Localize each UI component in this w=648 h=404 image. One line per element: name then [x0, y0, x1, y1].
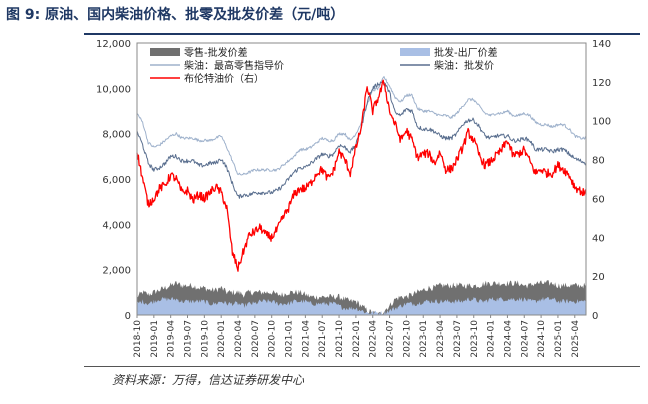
right-axis-tick-label: 140 — [592, 39, 611, 50]
legend-diesel-retail-max-price: 柴油：最高零售指导价 — [150, 59, 284, 72]
legend-diesel-wholesale-price: 柴油：批发价 — [400, 59, 494, 72]
source-divider — [84, 366, 640, 367]
right-axis-tick-label: 0 — [592, 311, 598, 322]
x-axis-tick-label: 2024-04 — [503, 320, 513, 358]
x-axis-tick-label: 2021-04 — [301, 320, 311, 358]
legend-wholesale-factory-spread: 批发-出厂价差 — [400, 46, 498, 59]
right-axis-tick-label: 80 — [592, 156, 605, 167]
right-axis-tick-label: 60 — [592, 194, 605, 205]
x-axis-tick-label: 2019-01 — [150, 320, 160, 358]
x-axis-tick-label: 2025-01 — [554, 320, 564, 358]
x-axis-tick-label: 2021-10 — [335, 320, 345, 358]
x-axis-tick-label: 2025-04 — [571, 320, 581, 358]
left-axis-tick-label: 10,000 — [96, 84, 131, 95]
x-axis-tick-label: 2019-07 — [184, 320, 194, 358]
area-wholesale-factory-spread — [137, 296, 586, 315]
figure-label: 图 9: — [6, 7, 41, 23]
x-axis-tick-label: 2021-07 — [318, 320, 328, 358]
legend-label: 柴油：最高零售指导价 — [184, 59, 284, 72]
x-axis-tick-label: 2020-01 — [217, 320, 227, 358]
right-axis-tick-label: 40 — [592, 233, 605, 244]
right-axis-tick-label: 100 — [592, 117, 611, 128]
left-axis-tick-label: 2,000 — [102, 266, 131, 277]
right-axis-tick-label: 120 — [592, 78, 611, 89]
x-axis-tick-label: 2023-07 — [453, 320, 463, 358]
legend-swatch — [150, 48, 180, 56]
x-axis-tick-label: 2024-01 — [487, 320, 497, 358]
x-axis-tick-label: 2020-07 — [251, 320, 261, 358]
x-axis-tick-label: 2019-10 — [200, 320, 210, 358]
left-axis-tick-label: 8,000 — [102, 130, 131, 141]
x-axis-tick-label: 2018-10 — [133, 320, 143, 358]
chart-axes: 0 2,000 4,000 6,000 8,000 10,000 12,000 0 20 40 60… — [96, 39, 611, 358]
legend-label: 零售-批发价差 — [184, 46, 248, 59]
x-axis-tick-label: 2024-07 — [520, 320, 530, 358]
x-axis-tick-label: 2022-04 — [369, 320, 379, 358]
left-axis-tick-label: 0 — [125, 311, 131, 322]
line-brent-crude — [136, 79, 587, 272]
legend-label: 布伦特油价（右） — [184, 72, 264, 85]
figure-title-text: 原油、国内柴油价格、批零及批发价差（元/吨） — [45, 7, 345, 23]
chart-lines — [136, 76, 587, 272]
figure-title: 图 9: 原油、国内柴油价格、批零及批发价差（元/吨） — [6, 4, 344, 24]
source-note: 资料来源：万得，信达证券研发中心 — [112, 373, 305, 387]
x-axis-tick-label: 2022-01 — [352, 320, 362, 358]
x-axis-tick-label: 2022-07 — [386, 320, 396, 358]
x-axis-tick-label: 2019-04 — [167, 320, 177, 358]
left-axis-tick-label: 4,000 — [102, 220, 131, 231]
legend-swatch — [400, 48, 430, 56]
right-axis-tick-label: 20 — [592, 272, 605, 283]
x-axis-tick-label: 2024-10 — [537, 320, 547, 358]
x-axis-tick-label: 2021-01 — [285, 320, 295, 358]
left-axis-tick-label: 6,000 — [102, 175, 131, 186]
legend-brent-crude: 布伦特油价（右） — [150, 72, 264, 85]
x-axis-tick-label: 2022-10 — [402, 320, 412, 358]
x-axis-tick-label: 2020-04 — [234, 320, 244, 358]
x-axis-tick-label: 2023-04 — [436, 320, 446, 358]
plot-frame — [136, 42, 587, 316]
title-divider — [84, 33, 640, 35]
left-axis-tick-label: 12,000 — [96, 39, 131, 50]
legend-label: 批发-出厂价差 — [434, 46, 498, 59]
x-axis-tick-label: 2020-10 — [268, 320, 278, 358]
chart-areas — [137, 280, 586, 315]
x-axis-tick-label: 2023-10 — [470, 320, 480, 358]
legend-retail-wholesale-spread: 零售-批发价差 — [150, 46, 248, 59]
x-axis-tick-label: 2023-01 — [419, 320, 429, 358]
legend-label: 柴油：批发价 — [434, 59, 494, 72]
